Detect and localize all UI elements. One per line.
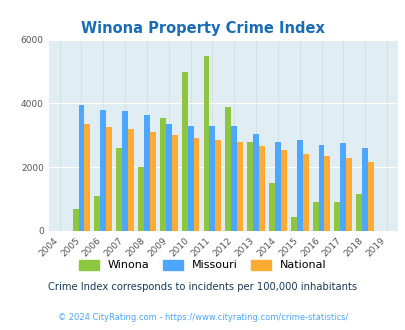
Bar [318,145,324,231]
Bar [356,194,361,231]
Bar [367,162,373,231]
Text: © 2024 CityRating.com - https://www.cityrating.com/crime-statistics/: © 2024 CityRating.com - https://www.city… [58,313,347,322]
Bar [187,126,193,231]
Bar [280,150,286,231]
Bar [345,158,351,231]
Bar [100,110,106,231]
Bar [106,127,112,231]
Bar [269,183,274,231]
Bar [258,147,264,231]
Bar [84,124,90,231]
Bar [339,143,345,231]
Bar [290,216,296,231]
Bar [138,167,144,231]
Bar [94,196,100,231]
Bar [209,126,215,231]
Bar [116,148,122,231]
Bar [302,154,308,231]
Bar [274,142,280,231]
Bar [193,139,199,231]
Bar [225,107,231,231]
Bar [252,134,258,231]
Bar [149,132,156,231]
Bar [78,105,84,231]
Bar [312,202,318,231]
Bar [361,148,367,231]
Bar [160,118,165,231]
Bar [181,72,187,231]
Text: Winona Property Crime Index: Winona Property Crime Index [81,21,324,36]
Bar [231,126,237,231]
Legend: Winona, Missouri, National: Winona, Missouri, National [76,256,329,274]
Text: Crime Index corresponds to incidents per 100,000 inhabitants: Crime Index corresponds to incidents per… [48,282,357,292]
Bar [203,55,209,231]
Bar [144,115,149,231]
Bar [237,142,243,231]
Bar [334,202,339,231]
Bar [215,140,221,231]
Bar [122,112,128,231]
Bar [296,140,302,231]
Bar [128,129,134,231]
Bar [324,156,330,231]
Bar [247,142,252,231]
Bar [171,135,177,231]
Bar [72,209,78,231]
Bar [165,124,171,231]
